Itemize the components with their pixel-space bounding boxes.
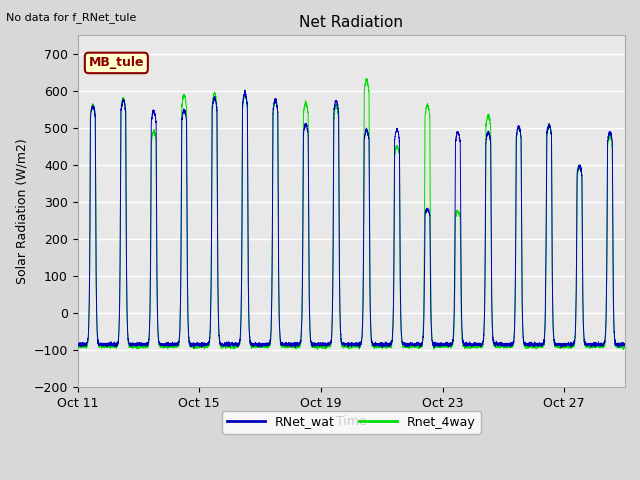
Text: MB_tule: MB_tule xyxy=(88,57,144,70)
Title: Net Radiation: Net Radiation xyxy=(300,15,403,30)
X-axis label: Time: Time xyxy=(336,415,367,428)
Legend: RNet_wat, Rnet_4way: RNet_wat, Rnet_4way xyxy=(222,410,481,433)
Y-axis label: Solar Radiation (W/m2): Solar Radiation (W/m2) xyxy=(15,138,28,284)
Text: No data for f_RNet_tule: No data for f_RNet_tule xyxy=(6,12,137,23)
